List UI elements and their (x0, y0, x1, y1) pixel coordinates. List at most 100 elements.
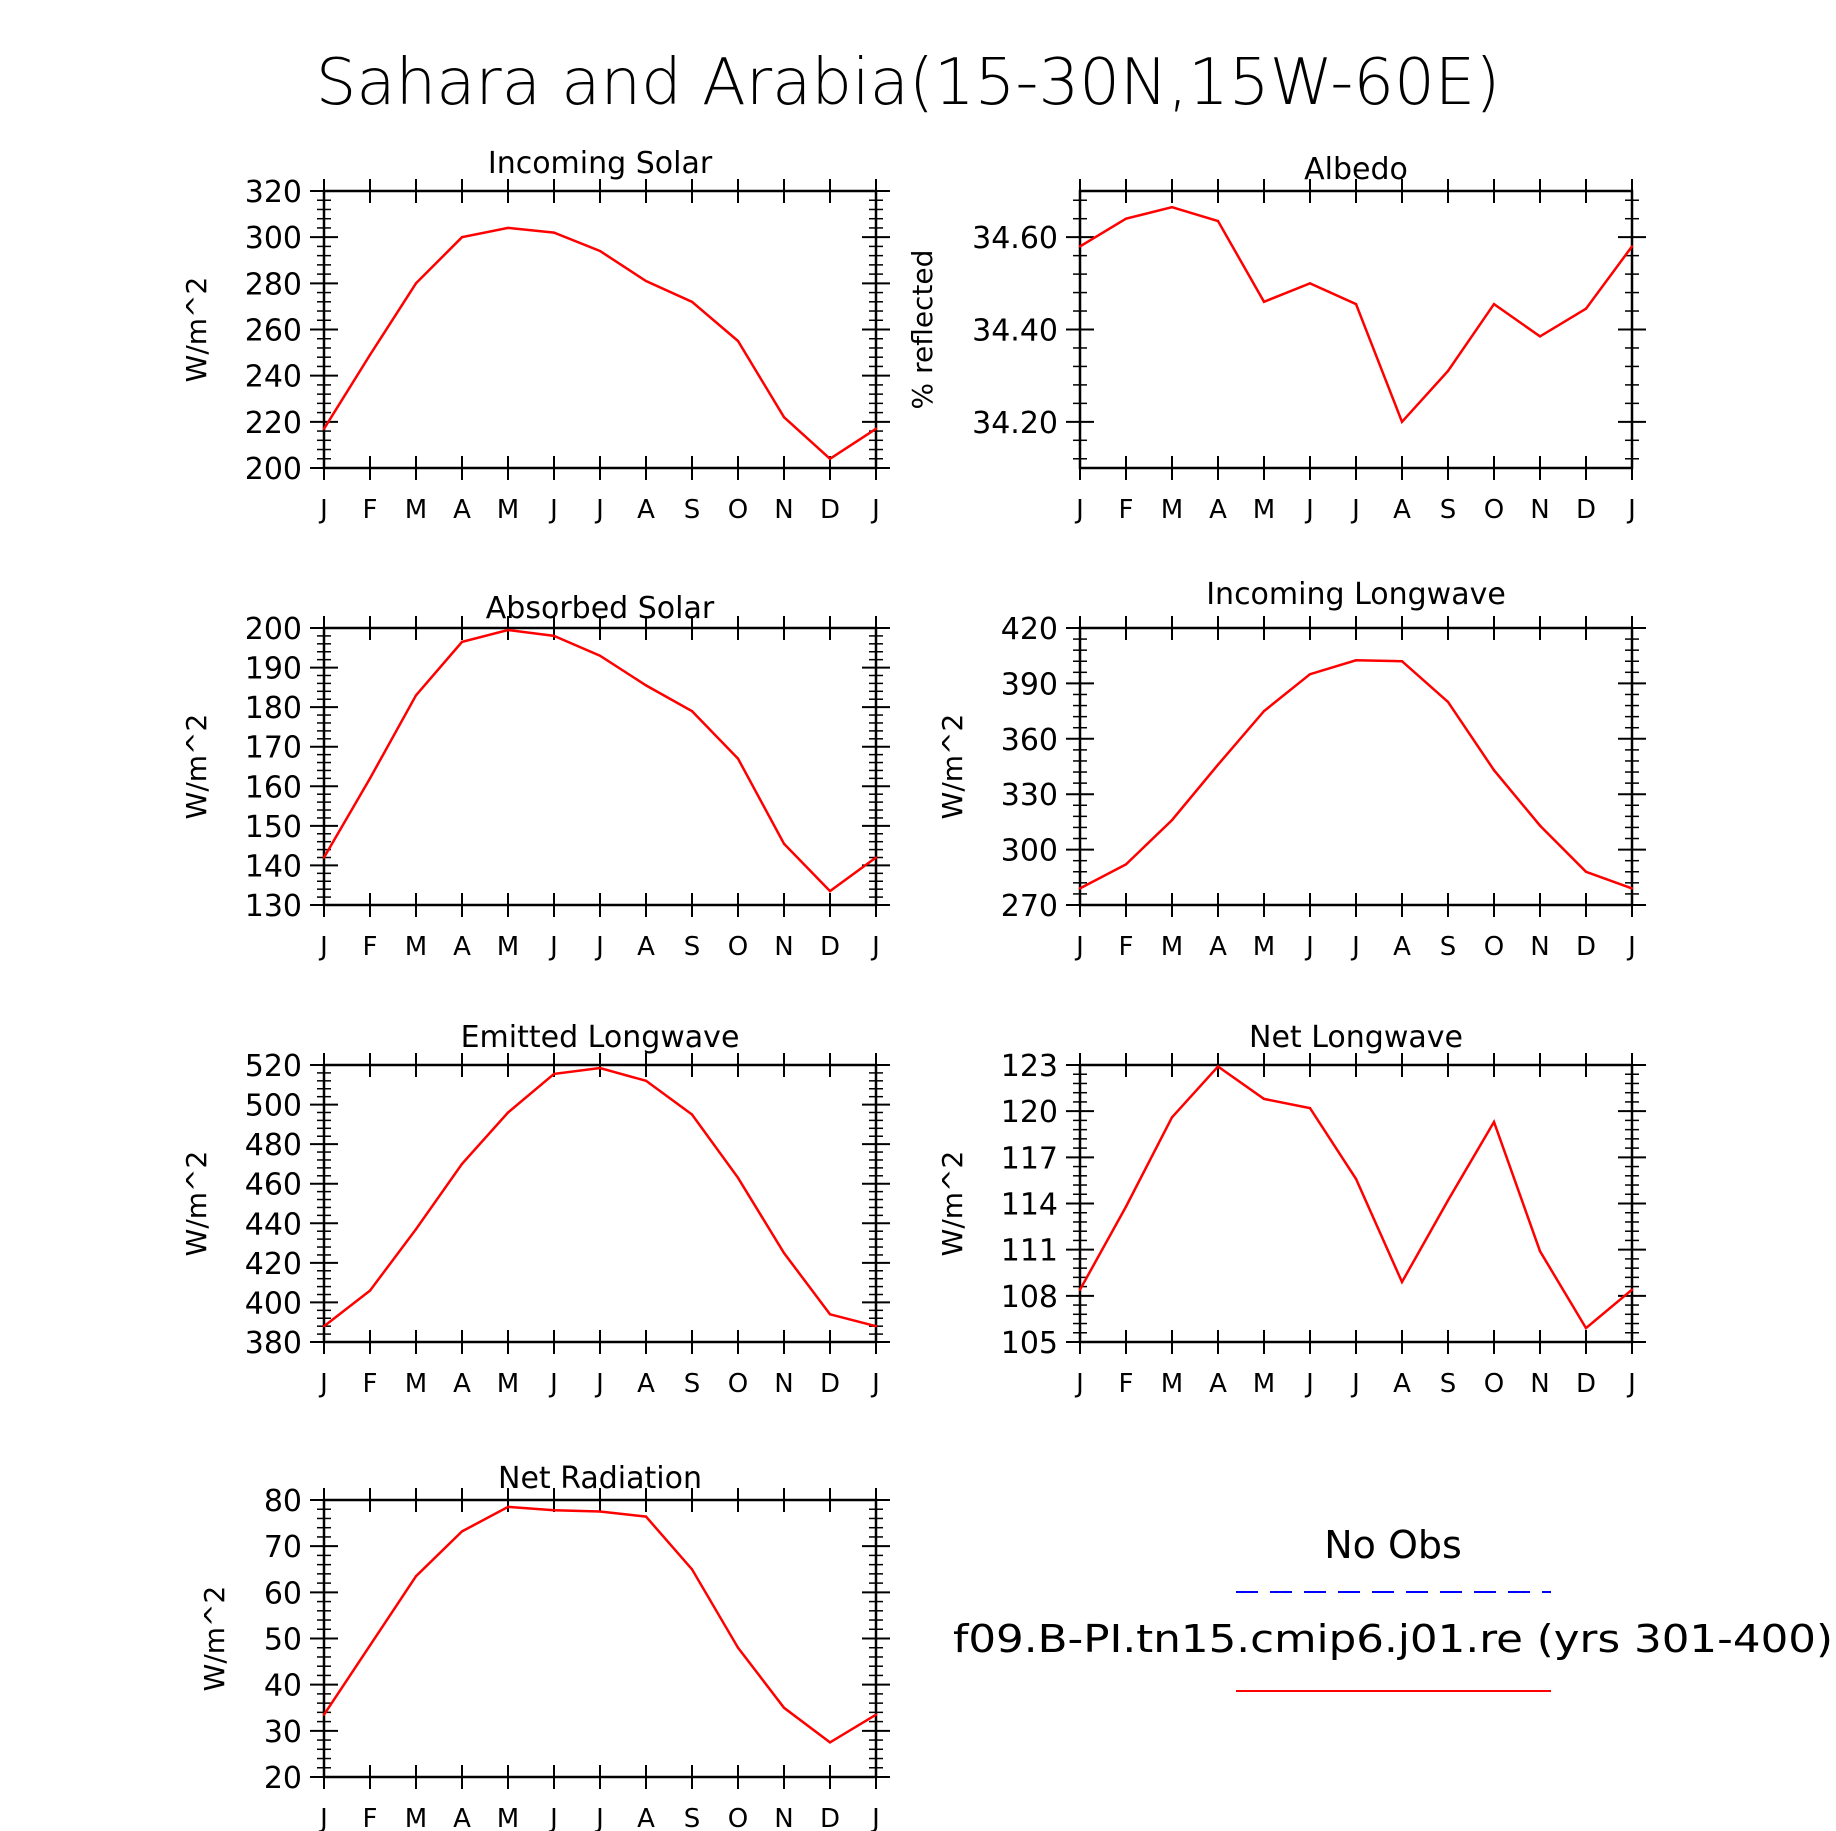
x-tick-label: M (1161, 1369, 1183, 1399)
y-axis-label: % reflected (906, 250, 939, 410)
y-tick-label: 280 (245, 267, 302, 302)
data-point (1170, 818, 1174, 822)
data-point (1446, 1199, 1450, 1202)
data-point (322, 427, 326, 430)
data-point (506, 1111, 510, 1114)
x-tick-label: J (870, 1804, 880, 1831)
y-tick-label: 30 (264, 1715, 302, 1750)
y-tick-label: 114 (1001, 1188, 1058, 1223)
data-point (368, 777, 372, 780)
y-tick-label: 360 (1001, 723, 1058, 758)
x-tick-label: J (1074, 495, 1084, 525)
x-tick-label: D (820, 932, 840, 962)
x-tick-label: J (318, 932, 328, 962)
x-tick-label: N (1530, 932, 1549, 962)
data-point (1538, 824, 1542, 827)
y-tick-label: 111 (1001, 1234, 1058, 1269)
x-tick-label: J (548, 932, 558, 962)
data-point (1308, 1106, 1312, 1110)
x-tick-label: O (1484, 1369, 1504, 1399)
y-axis-label: W/m^2 (936, 1151, 969, 1257)
x-tick-label: D (820, 1804, 840, 1831)
data-point (1308, 672, 1312, 676)
data-point (828, 889, 832, 893)
panel-title: Incoming Solar (488, 146, 713, 181)
x-tick-label: N (774, 1369, 793, 1399)
y-tick-label: 40 (264, 1669, 302, 1704)
x-tick-label: J (318, 495, 328, 525)
data-point (598, 249, 602, 253)
x-tick-label: A (1393, 1369, 1411, 1399)
y-tick-label: 390 (1001, 667, 1058, 702)
x-tick-label: A (1393, 932, 1411, 962)
x-tick-label: A (453, 932, 471, 962)
y-axis-label: W/m^2 (180, 1151, 213, 1257)
x-tick-label: F (1119, 1369, 1134, 1399)
x-tick-label: A (1209, 932, 1227, 962)
x-tick-label: M (1253, 1369, 1275, 1399)
data-point (368, 1644, 372, 1647)
x-tick-label: J (870, 1369, 880, 1399)
y-tick-label: 20 (264, 1761, 302, 1796)
x-tick-label: N (1530, 1369, 1549, 1399)
y-tick-label: 270 (1001, 889, 1058, 924)
x-tick-label: J (1626, 932, 1636, 962)
figure-title: Sahara and Arabia(15-30N,15W-60E) (316, 46, 1500, 120)
y-tick-label: 190 (245, 652, 302, 687)
x-tick-label: J (1074, 1369, 1084, 1399)
data-point (644, 1515, 648, 1518)
y-tick-label: 60 (264, 1576, 302, 1611)
data-point (690, 1568, 694, 1571)
data-point (322, 1324, 326, 1328)
data-point (828, 1741, 832, 1744)
y-tick-label: 400 (245, 1286, 302, 1321)
x-tick-label: O (1484, 932, 1504, 962)
data-point (874, 427, 878, 430)
data-point (598, 1510, 602, 1513)
data-point (874, 1713, 878, 1716)
y-tick-label: 300 (1001, 834, 1058, 869)
data-point (1446, 700, 1450, 704)
data-point (1216, 219, 1220, 223)
x-tick-label: M (497, 932, 519, 962)
y-tick-label: 120 (1001, 1095, 1058, 1130)
data-point (874, 1324, 878, 1328)
y-tick-label: 260 (245, 314, 302, 349)
y-tick-label: 330 (1001, 778, 1058, 813)
data-point (552, 1508, 556, 1512)
data-point (368, 1289, 372, 1292)
x-tick-label: J (318, 1369, 328, 1399)
y-tick-label: 500 (245, 1089, 302, 1124)
panel-net-longwave: Net Longwave W/m^2 105 108 111 114 117 120 123 J F… (936, 1020, 1646, 1399)
panel-title: Emitted Longwave (461, 1020, 740, 1055)
y-tick-label: 34.20 (972, 406, 1058, 441)
x-tick-label: J (1304, 932, 1314, 962)
panel-incoming-longwave: Incoming Longwave W/m^2 270 300 330 360 390 420… (936, 577, 1646, 962)
x-tick-label: S (1440, 932, 1457, 962)
series-line (1079, 659, 1633, 890)
data-point (1308, 282, 1312, 285)
data-point (644, 1079, 648, 1083)
series-line (1079, 205, 1634, 425)
series-line (1078, 1064, 1633, 1330)
x-tick-label: A (637, 495, 655, 525)
data-point (1124, 1205, 1128, 1208)
panel-incoming-solar: Incoming Solar W/m^2 200 220 240 260 280 300 320… (180, 146, 890, 525)
x-tick-label: A (1209, 1369, 1227, 1399)
y-tick-label: 480 (245, 1128, 302, 1163)
data-point (1400, 660, 1404, 663)
x-tick-label: S (684, 1804, 701, 1831)
data-point (1354, 659, 1358, 662)
plot-frame (322, 1063, 878, 1344)
data-point (414, 1574, 418, 1578)
panel-absorbed-solar: Absorbed SolarW/m^2130140150160170180190… (180, 591, 890, 962)
y-tick-label: 34.60 (972, 221, 1058, 256)
legend-obs-label: No Obs (1324, 1523, 1462, 1567)
y-tick-label: 70 (264, 1530, 302, 1565)
x-tick-label: J (594, 495, 604, 525)
data-point (782, 416, 786, 419)
data-point (322, 1713, 326, 1716)
data-point (690, 709, 694, 713)
plot-frame (1078, 626, 1634, 907)
